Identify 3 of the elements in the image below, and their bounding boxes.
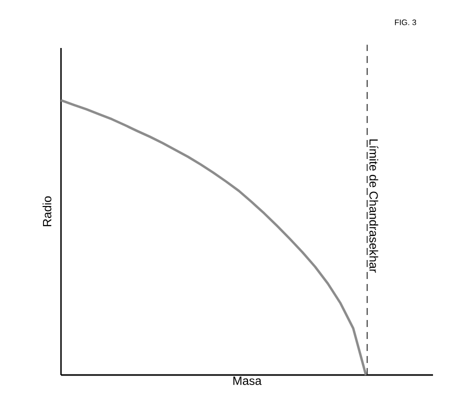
y-axis-title: Radio [42, 196, 52, 226]
annotation: Límite de Chandrasekhar [369, 140, 378, 273]
x-axis-title: Masa [233, 376, 262, 385]
